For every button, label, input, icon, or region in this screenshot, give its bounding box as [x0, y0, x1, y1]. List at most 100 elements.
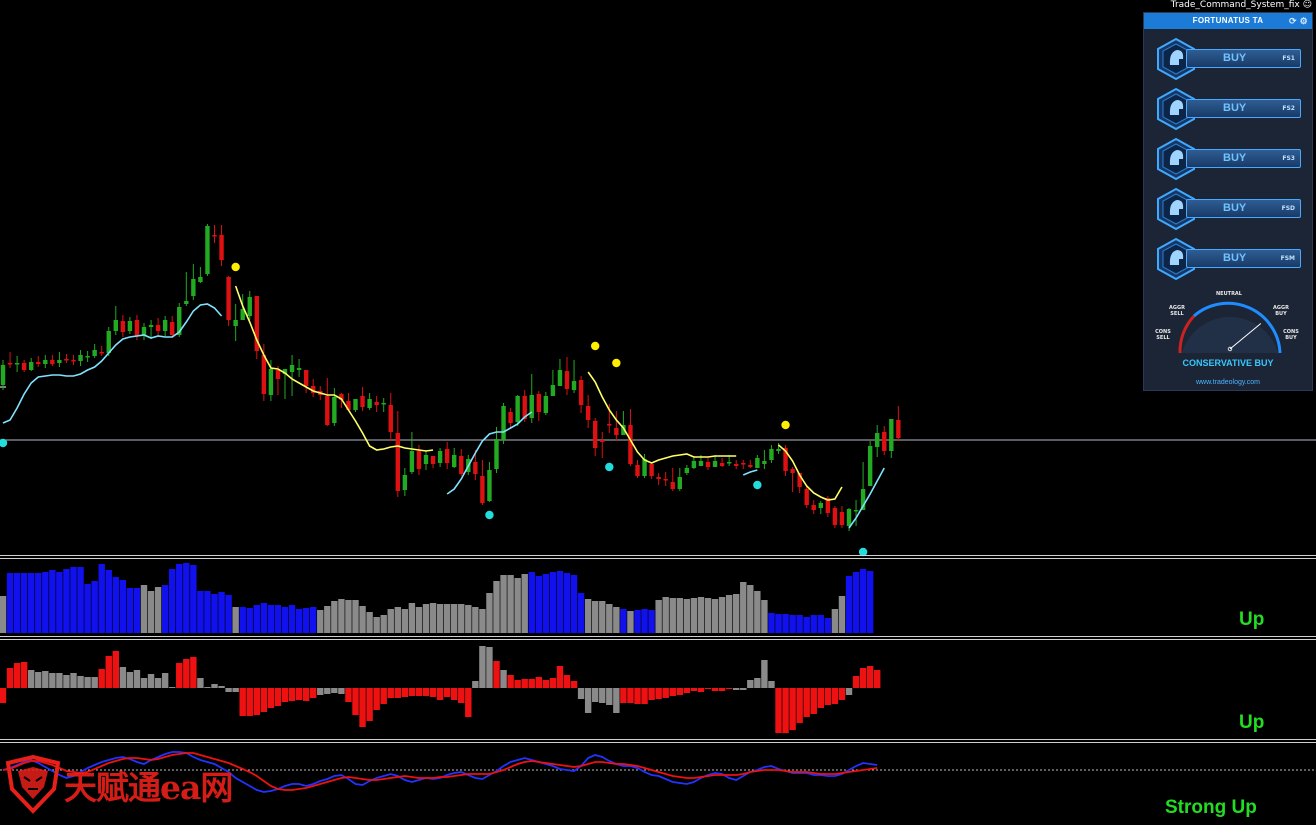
- candle-body: [593, 421, 598, 448]
- histogram-2-bar: [133, 670, 141, 688]
- histogram-2-bar: [281, 688, 289, 702]
- buy-bar[interactable]: BUY FS2: [1186, 99, 1301, 118]
- candle-body: [860, 489, 866, 510]
- candle-body: [198, 277, 203, 282]
- histogram-2-bar: [514, 680, 521, 688]
- histogram-1-bar: [232, 607, 239, 633]
- histogram-1-bar: [56, 572, 63, 633]
- ma-segment: [2, 303, 223, 424]
- buy-label: BUY: [1223, 152, 1247, 164]
- refresh-icon[interactable]: ⟳: [1288, 16, 1297, 26]
- histogram-1-bar: [70, 567, 77, 633]
- oscillator-status: Strong Up: [1165, 797, 1257, 818]
- histogram-2-bar: [662, 688, 669, 698]
- gauge-label-aggr-buy: AGGR BUY: [1273, 305, 1289, 317]
- smiley-icon[interactable]: ☺: [1302, 0, 1312, 10]
- histogram-2-bar: [803, 688, 810, 717]
- candle-body: [29, 362, 34, 370]
- buy-bar[interactable]: BUY FS1: [1186, 49, 1301, 68]
- candle-body: [205, 226, 210, 274]
- histogram-2-bar: [35, 672, 42, 688]
- histogram-1-bar: [747, 585, 754, 633]
- candle-body: [818, 503, 823, 508]
- histogram-1-bar: [535, 576, 542, 633]
- histogram-2-bar: [317, 688, 324, 695]
- candle-body: [480, 476, 485, 503]
- histogram-2-bar: [549, 678, 557, 688]
- candle-body: [726, 462, 732, 464]
- candle-body: [515, 396, 520, 422]
- histogram-1-bar: [690, 598, 698, 633]
- histogram-1-bar: [669, 598, 676, 633]
- histogram-2-bar: [810, 688, 817, 714]
- strategy-tag: FSM: [1280, 255, 1295, 262]
- histogram-2-bar: [49, 673, 56, 688]
- histogram-1-bar: [817, 615, 824, 633]
- histogram-2-bar: [479, 646, 486, 688]
- histogram-1-bar: [514, 578, 521, 633]
- histogram-1-bar: [225, 595, 232, 633]
- candle-body: [846, 509, 852, 526]
- histogram-1-bar: [493, 581, 500, 633]
- histogram-2-bar: [42, 671, 49, 688]
- candle-body: [71, 360, 76, 362]
- histogram-1-bar: [458, 604, 465, 633]
- histogram-1-bar: [662, 597, 669, 633]
- candle-body: [473, 462, 478, 474]
- gauge-label-cons-sell: CONS SELL: [1155, 329, 1171, 341]
- buy-button-fs2[interactable]: BUY FS2: [1156, 87, 1306, 131]
- histogram-1-bar: [641, 609, 648, 633]
- website-link[interactable]: www.tradeology.com: [1195, 379, 1261, 386]
- histogram-2-bar: [465, 688, 472, 717]
- candle-body: [719, 463, 725, 466]
- histogram-1-bar: [63, 569, 70, 633]
- candle-body: [832, 508, 838, 525]
- candle-body: [663, 479, 668, 481]
- candle-body: [452, 455, 457, 467]
- histogram-1-bar: [599, 601, 606, 633]
- histogram-2-bar: [599, 688, 606, 703]
- histogram-2-bar: [56, 673, 63, 688]
- histogram-1-bar: [754, 591, 761, 633]
- candle-body: [360, 396, 365, 407]
- histogram-2-bar: [429, 688, 437, 697]
- gauge-result-text: CONSERVATIVE BUY: [1182, 358, 1274, 368]
- histogram-2-bar: [161, 673, 169, 688]
- histogram-2-bar: [718, 688, 726, 691]
- candle-body: [268, 369, 274, 395]
- histogram-1-bar: [366, 612, 373, 633]
- histogram-1-bar: [204, 591, 211, 633]
- histogram-1-bar: [20, 573, 28, 633]
- candle-body: [113, 320, 118, 331]
- histogram-2-bar: [704, 688, 712, 689]
- histogram-1: [0, 563, 874, 633]
- buy-button-fsd[interactable]: BUY FSD: [1156, 187, 1306, 231]
- buy-button-fs3[interactable]: BUY FS3: [1156, 137, 1306, 181]
- buy-button-fs1[interactable]: BUY FS1: [1156, 37, 1306, 81]
- candle-body: [332, 397, 337, 423]
- histogram-2-bar: [472, 681, 479, 688]
- histogram-1-bar: [246, 608, 253, 633]
- candle-body: [155, 325, 161, 331]
- candle-body: [712, 461, 718, 467]
- histogram-2-bar: [77, 676, 84, 688]
- candle-body: [867, 446, 873, 486]
- histogram-1-bar: [775, 614, 782, 633]
- histogram-2-bar: [204, 687, 211, 688]
- histogram-1-bar: [302, 608, 310, 633]
- settings-icon[interactable]: ⚙: [1299, 16, 1308, 26]
- signal-dot: [753, 480, 762, 490]
- candle-body: [325, 396, 330, 425]
- histogram-1-bar: [472, 607, 479, 633]
- buy-bar[interactable]: BUY FS3: [1186, 149, 1301, 168]
- histogram-1-bar: [394, 607, 401, 633]
- histogram-2-bar: [584, 688, 592, 713]
- histogram-1-bar: [140, 585, 148, 633]
- buy-bar[interactable]: BUY FSD: [1186, 199, 1301, 218]
- buy-button-fsm[interactable]: BUY FSM: [1156, 237, 1306, 281]
- buy-bar[interactable]: BUY FSM: [1186, 249, 1301, 268]
- histogram-2-bar: [211, 684, 218, 688]
- histogram-1-bar: [676, 598, 683, 633]
- histogram-2-bar: [838, 688, 846, 700]
